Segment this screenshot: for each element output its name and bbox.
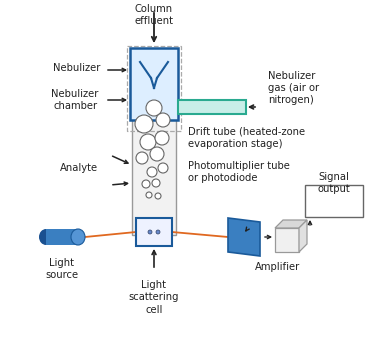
Circle shape [148, 230, 152, 234]
Bar [46, 229, 78, 245]
Circle shape [155, 193, 161, 199]
Bar [130, 48, 178, 120]
Text: Column
effluent: Column effluent [135, 4, 174, 26]
Circle shape [156, 113, 170, 127]
Circle shape [146, 192, 152, 198]
Circle shape [146, 100, 162, 116]
Polygon shape [275, 220, 307, 228]
Text: Nebulizer: Nebulizer [53, 63, 100, 73]
Polygon shape [299, 220, 307, 252]
Bar [275, 228, 299, 252]
Circle shape [142, 180, 150, 188]
Ellipse shape [39, 229, 53, 245]
Bar [127, 46, 181, 131]
Text: Nebulizer
chamber: Nebulizer chamber [51, 89, 98, 111]
Circle shape [158, 163, 168, 173]
Text: Signal
output: Signal output [317, 172, 350, 194]
Circle shape [155, 131, 169, 145]
Ellipse shape [71, 229, 85, 245]
Bar [136, 218, 172, 246]
Text: Light
scattering
cell: Light scattering cell [129, 280, 179, 315]
Polygon shape [228, 218, 260, 256]
Circle shape [135, 115, 153, 133]
Circle shape [147, 167, 157, 177]
Bar [132, 50, 176, 235]
Circle shape [152, 179, 160, 187]
Text: Amplifier: Amplifier [255, 262, 300, 272]
Circle shape [150, 147, 164, 161]
Bar [178, 100, 246, 114]
Circle shape [156, 230, 160, 234]
Text: Drift tube (heated-zone
evaporation stage): Drift tube (heated-zone evaporation stag… [188, 127, 305, 149]
Circle shape [136, 152, 148, 164]
Bar [305, 185, 363, 217]
Circle shape [140, 134, 156, 150]
Text: Light
source: Light source [46, 258, 78, 280]
Text: Nebulizer
gas (air or
nitrogen): Nebulizer gas (air or nitrogen) [268, 71, 319, 105]
Text: Analyte: Analyte [60, 163, 98, 173]
Text: Photomultiplier tube
or photodiode: Photomultiplier tube or photodiode [188, 161, 290, 183]
